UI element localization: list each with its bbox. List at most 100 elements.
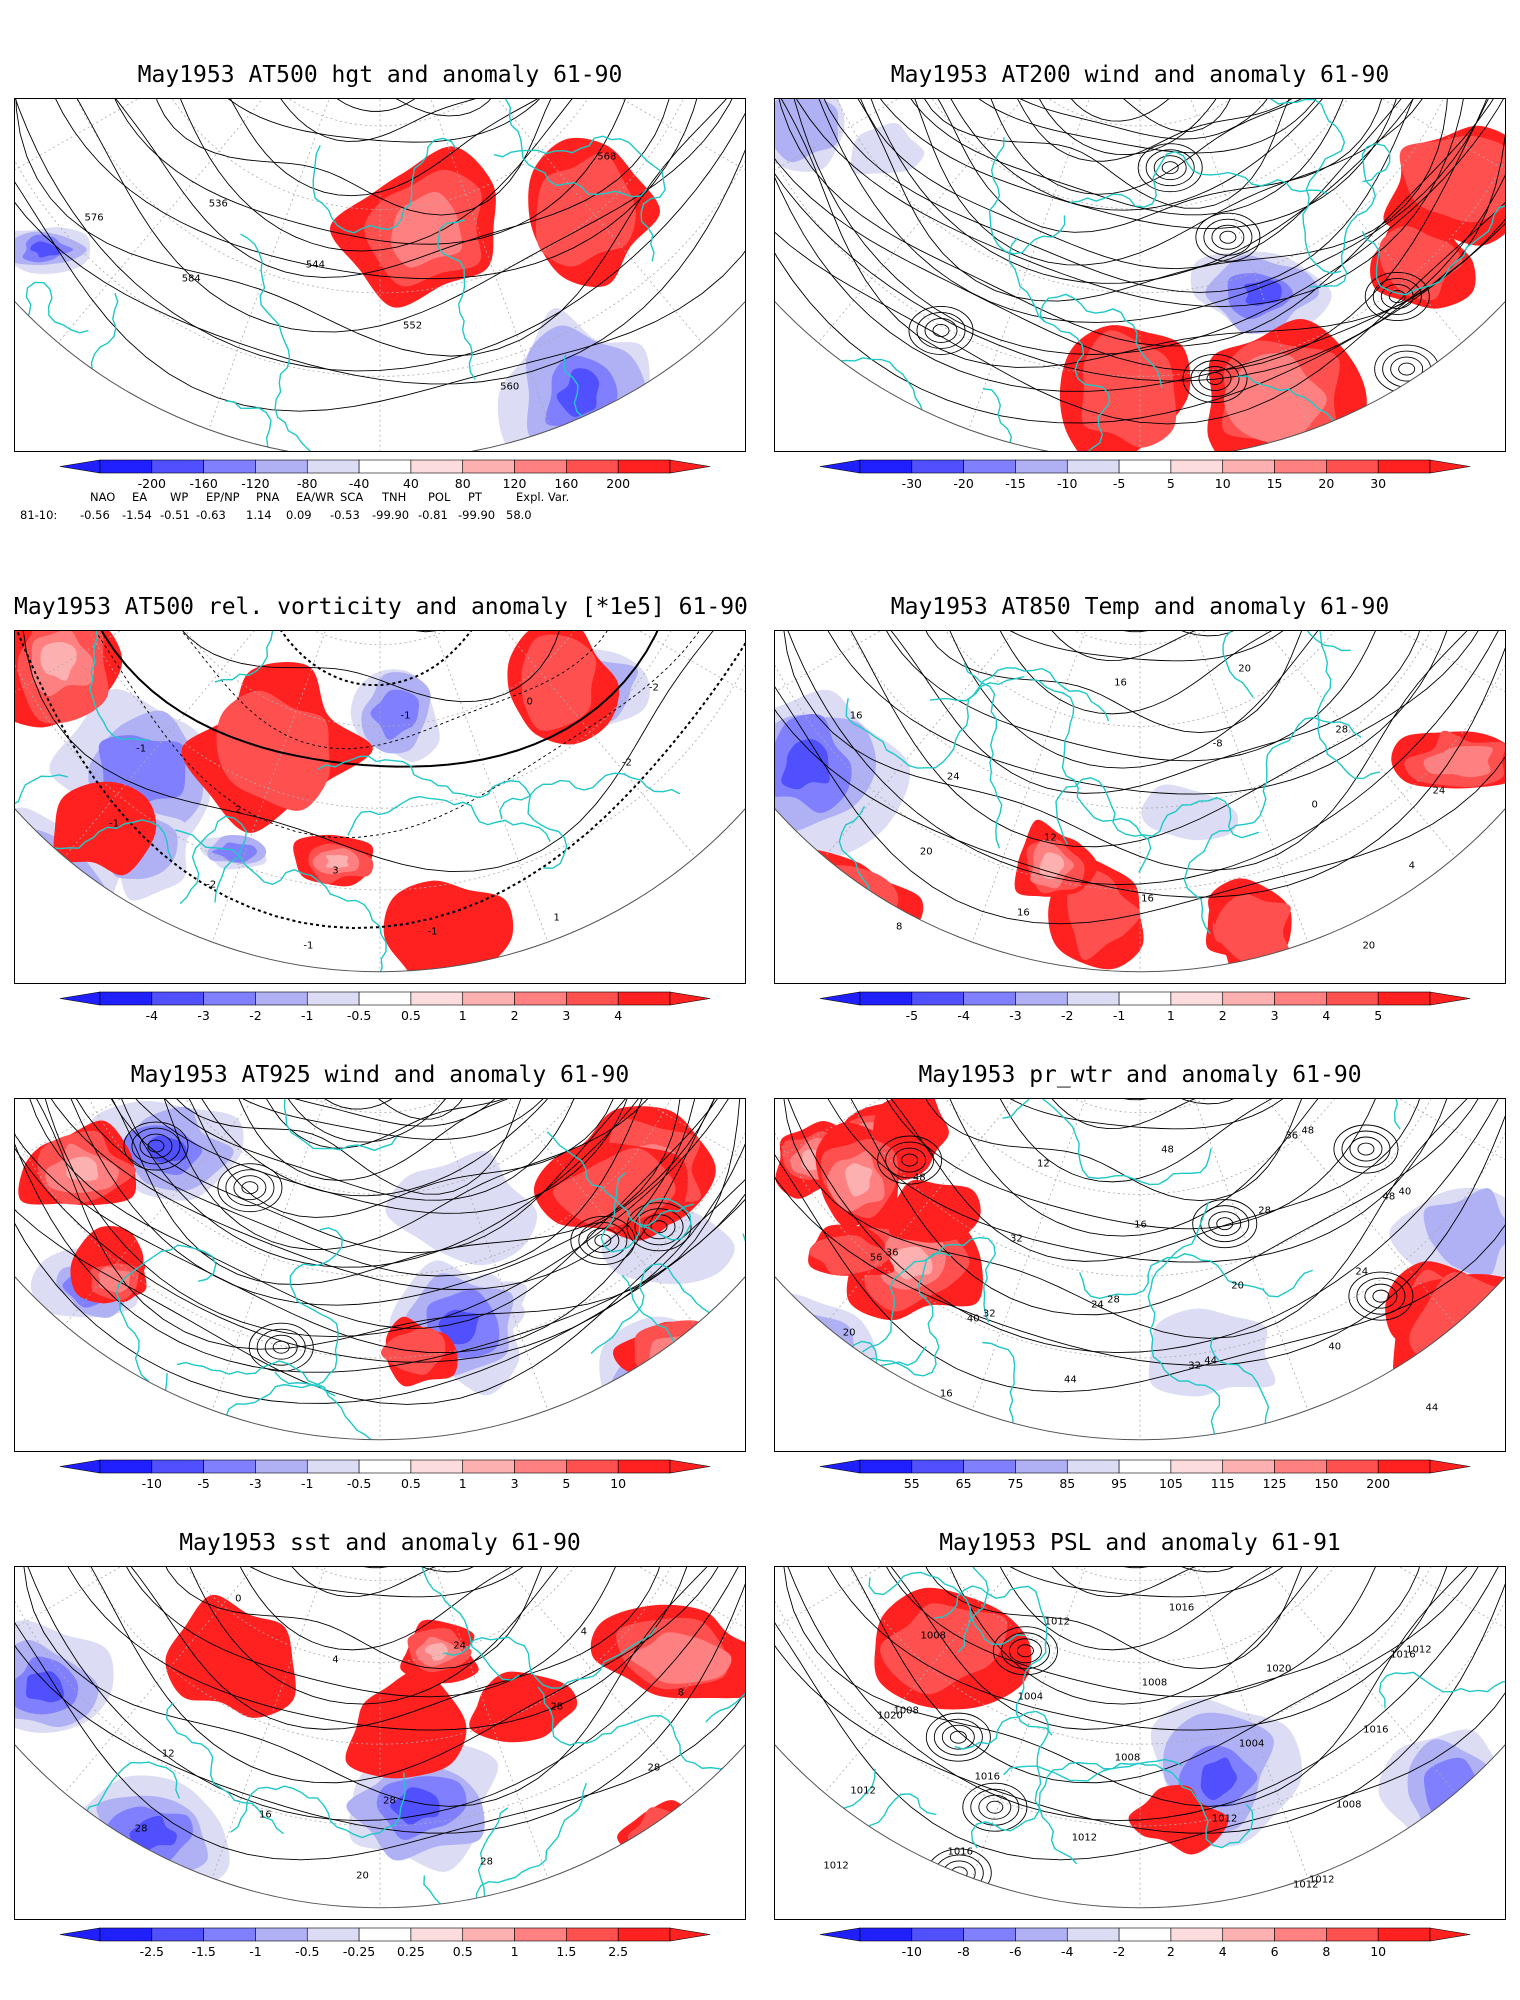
colorbar-segment — [1274, 991, 1327, 1006]
map-content — [775, 99, 1505, 451]
colorbar-tick-label: 150 — [1314, 1476, 1338, 1491]
contour-line — [15, 99, 745, 412]
contour-line — [827, 631, 1431, 794]
coastline — [437, 219, 476, 380]
anomaly-shading — [25, 1671, 65, 1703]
coastline — [963, 662, 1003, 849]
contour-label: 1012 — [1072, 1833, 1097, 1844]
anomaly-shading — [1148, 1308, 1276, 1397]
panel-temp850: May1953 AT850 Temp and anomaly 61-90 20 1… — [774, 588, 1506, 1028]
contour-line — [1027, 1567, 1258, 1569]
colorbar-segment — [1170, 991, 1224, 1006]
colorbar-tick-label: 95 — [1111, 1476, 1127, 1491]
contour-label: 28 — [135, 1824, 148, 1835]
colorbar-tick-label: -0.25 — [343, 1944, 375, 1959]
latitude-circle — [976, 631, 1304, 646]
anomaly-shading — [659, 1373, 704, 1411]
colorbar-tick-label: -20 — [953, 476, 973, 491]
contour-label: 16 — [940, 1389, 953, 1400]
contour-label: 552 — [403, 321, 422, 332]
colorbar-tick-label: 4 — [1322, 1008, 1330, 1023]
contour-line — [67, 1567, 671, 1730]
meridian-line — [379, 99, 552, 430]
contour-label: 44 — [1204, 1356, 1217, 1367]
map-area: 1012 1016 1020 1016 1012 1016 1020 1016 1012 1016… — [774, 1566, 1506, 1920]
colorbar-tick-label: -120 — [241, 476, 269, 491]
closed-contour — [1195, 212, 1261, 262]
contour-line — [937, 1099, 1336, 1130]
contour-line — [937, 631, 1336, 662]
contour-line — [995, 99, 1303, 122]
colorbar-svg: -10 -5 -3 -1 -0.5 0.5 1 3 5 10 — [59, 1459, 711, 1491]
hemisphere-boundary — [775, 1744, 1505, 1909]
colorbar-segment — [911, 1927, 964, 1942]
colorbar-segment — [1377, 1927, 1431, 1942]
closed-contour — [901, 1153, 919, 1167]
contour-line — [799, 631, 1462, 795]
contour-label: 2 — [235, 805, 241, 816]
contour-line — [775, 1567, 1505, 1822]
anomaly-shading — [535, 152, 636, 267]
contour-label: 48 — [913, 1172, 926, 1183]
closed-contour — [925, 1712, 991, 1762]
colorbar: -10 -8 -6 -4 -2 2 4 6 8 10 — [819, 1927, 1471, 1968]
contour-line — [914, 631, 1390, 734]
colorbar: -5 -4 -3 -2 -1 1 2 3 4 5 — [819, 991, 1471, 1032]
latitude-circle — [775, 631, 1505, 891]
contour-line — [937, 1567, 1336, 1598]
contour-line — [842, 99, 1407, 229]
colorbar-segment — [1015, 991, 1068, 1006]
colorbar-tick-label: -1 — [301, 1476, 313, 1491]
colorbar-segment — [1222, 991, 1275, 1006]
contour-line — [775, 99, 1505, 382]
contour-label: 24 — [1355, 1266, 1368, 1277]
map-svg: 2432364856404448282420161216204044483228… — [775, 1099, 1505, 1441]
closed-contour — [1356, 1277, 1406, 1315]
index-value: 58.0 — [506, 508, 532, 522]
latitude-circle — [15, 631, 745, 891]
contour-line — [859, 1099, 1409, 1230]
map-svg — [775, 99, 1505, 451]
closed-contour — [217, 1163, 283, 1213]
contour-line — [99, 1567, 649, 1698]
meridian-line — [1139, 1567, 1456, 1794]
contour-line — [790, 99, 1504, 323]
meridian-line — [1139, 1567, 1505, 1663]
contour-label: 36 — [886, 1247, 899, 1258]
anomaly-shading — [775, 865, 899, 934]
colorbar-segment — [410, 1927, 464, 1942]
closed-contour — [1008, 1638, 1042, 1664]
index-header: POL — [428, 490, 451, 504]
colorbar: -200 -160 -120 -80 -40 40 80 120 160 200 — [59, 459, 711, 500]
colorbar-left-arrow — [819, 1927, 861, 1942]
colorbar-tick-label: 15 — [1267, 476, 1283, 491]
colorbar-tick-label: 8 — [1322, 1944, 1330, 1959]
colorbar-tick-label: 3 — [562, 1008, 570, 1023]
colorbar-segment — [963, 1927, 1016, 1942]
contour-line — [174, 99, 579, 143]
index-value: -0.63 — [196, 508, 226, 522]
contour-line — [929, 99, 1376, 195]
colorbar-tick-label: 2 — [1167, 1944, 1175, 1959]
closed-contour — [1208, 1211, 1242, 1237]
index-value: -1.54 — [122, 508, 152, 522]
colorbar-right-arrow — [669, 991, 711, 1006]
closed-contour — [241, 1181, 259, 1195]
contour-line — [775, 1099, 1505, 1393]
colorbar-tick-label: -40 — [349, 476, 369, 491]
colorbar-segment — [566, 1927, 619, 1942]
closed-contour — [1390, 356, 1424, 382]
contour-line — [904, 1567, 1397, 1705]
colorbar-segment — [1222, 1927, 1275, 1942]
colorbar-segment — [203, 1459, 256, 1474]
contour-line — [799, 1567, 1505, 1784]
colorbar-segment — [1118, 991, 1172, 1006]
map-area: 28 28 4 8 12 16 20 24 28 28 28 0 4 — [14, 1566, 746, 1920]
closed-contour — [1372, 278, 1422, 315]
closed-contour — [1374, 344, 1440, 394]
closed-contour — [933, 1718, 983, 1756]
colorbar-segment — [99, 1927, 153, 1942]
colorbar-tick-label: 1 — [459, 1476, 467, 1491]
index-header: EP/NP — [206, 490, 240, 504]
colorbar-tick-label: -80 — [297, 476, 317, 491]
